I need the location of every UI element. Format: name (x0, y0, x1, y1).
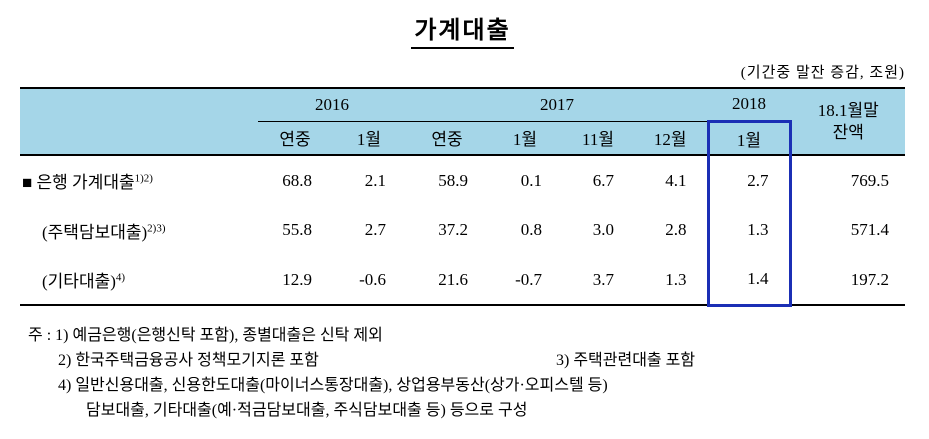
col-header-2017-annual: 연중 (406, 121, 488, 155)
row-label: (기타대출)4) (20, 255, 258, 305)
row-label-sup: 1)2) (134, 172, 153, 185)
value-cell: 6.7 (562, 154, 634, 205)
row-label-sup: 4) (115, 271, 126, 284)
page-title: 가계대출 (411, 10, 514, 49)
value-cell-balance: 571.4 (790, 205, 905, 255)
month-header-row: 연중 1월 연중 1월 11월 12월 1월 (20, 119, 905, 155)
value-cell: 2.8 (634, 205, 708, 255)
value-cell-highlighted: 1.3 (706, 205, 792, 255)
balance-column-header: 18.1월말 잔액 (790, 88, 905, 155)
row-label-header (20, 88, 258, 155)
footnote-4b: 담보대출, 기타대출(예·적금담보대출, 주식담보대출 등) 등으로 구성 (86, 401, 528, 419)
col-header-2016-annual: 연중 (258, 121, 332, 155)
footnotes: 주 : 1) 예금은행(은행신탁 포함), 종별대출은 신탁 제외 2) 한국주… (28, 323, 905, 423)
value-cell: 3.0 (562, 205, 634, 255)
footnote-3-inline: 3) 주택관련대출 포함 (556, 351, 696, 369)
footnote-2a: 2) 한국주택금융공사 정책모기지론 포함 (58, 351, 319, 369)
col-header-2017-dec: 12월 (634, 121, 708, 155)
year-2017-header: 2017 (406, 88, 708, 122)
year-2018-header: 2018 (708, 88, 790, 121)
row-label: ■ 은행 가계대출1)2) (20, 154, 258, 205)
value-cell: 21.6 (406, 255, 488, 305)
row-label: (주택담보대출)2)3) (20, 205, 258, 255)
value-cell: 55.8 (258, 205, 332, 255)
value-cell: 0.1 (488, 154, 562, 205)
value-cell: 3.7 (562, 255, 634, 305)
unit-note: (기간중 말잔 증감, 조원) (740, 65, 905, 81)
value-cell: 2.1 (332, 154, 406, 205)
value-cell: -0.7 (488, 255, 562, 305)
year-2016-header: 2016 (258, 88, 406, 122)
value-cell-highlighted: 1.4 (706, 255, 792, 307)
table-row-mortgage-loans: (주택담보대출)2)3) 55.8 2.7 37.2 0.8 3.0 2.8 1… (20, 205, 905, 255)
value-cell: 2.7 (332, 205, 406, 255)
footnote-4a: 4) 일반신용대출, 신용한도대출(마이너스통장대출), 상업용부동산(상가·오… (58, 376, 608, 394)
value-cell: 0.8 (488, 205, 562, 255)
col-header-2016-jan: 1월 (332, 121, 406, 155)
value-cell: 1.3 (634, 255, 708, 305)
col-header-2017-nov: 11월 (562, 121, 634, 155)
balance-header-line2: 잔액 (832, 122, 864, 142)
col-header-2018-jan-highlighted: 1월 (706, 119, 792, 155)
value-cell-highlighted: 2.7 (706, 154, 792, 205)
value-cell: 4.1 (634, 154, 708, 205)
title-wrap: 가계대출 (20, 10, 905, 49)
value-cell: 68.8 (258, 154, 332, 205)
footnote-1: 주 : 1) 예금은행(은행신탁 포함), 종별대출은 신탁 제외 (28, 326, 383, 344)
table-row-other-loans: (기타대출)4) 12.9 -0.6 21.6 -0.7 3.7 1.3 1.4… (20, 255, 905, 307)
value-cell: -0.6 (332, 255, 406, 305)
col-header-2017-jan: 1월 (488, 121, 562, 155)
value-cell: 58.9 (406, 154, 488, 205)
table-row-bank-household-loans: ■ 은행 가계대출1)2) 68.8 2.1 58.9 0.1 6.7 4.1 … (20, 154, 905, 205)
report-page: 가계대출 (기간중 말잔 증감, 조원) 2016 2017 2018 18.1… (20, 10, 905, 423)
footnote-2: 2) 한국주택금융공사 정책모기지론 포함 3) 주택관련대출 포함 (28, 348, 905, 373)
balance-header-line1: 18.1월말 (817, 101, 879, 121)
row-label-text: ■ 은행 가계대출 (22, 173, 135, 192)
value-cell-balance: 197.2 (790, 255, 905, 305)
row-label-sup: 2)3) (147, 221, 166, 234)
row-label-text: (주택담보대출) (42, 222, 148, 242)
value-cell: 12.9 (258, 255, 332, 305)
value-cell-balance: 769.5 (790, 154, 905, 205)
year-header-row: 2016 2017 2018 18.1월말 잔액 (20, 88, 905, 155)
value-cell: 37.2 (406, 205, 488, 255)
row-label-text: (기타대출) (42, 272, 116, 291)
household-loan-table: 2016 2017 2018 18.1월말 잔액 연중 1월 연중 1월 11월… (20, 87, 905, 307)
